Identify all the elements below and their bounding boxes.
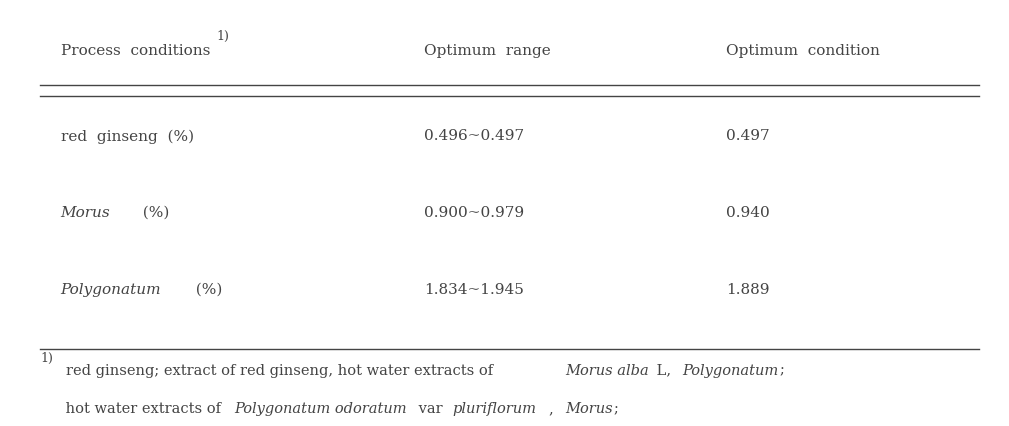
Text: L,: L, <box>652 364 676 377</box>
Text: Morus: Morus <box>61 206 110 220</box>
Text: Morus: Morus <box>565 402 612 416</box>
Text: 1.834~1.945: 1.834~1.945 <box>424 283 524 296</box>
Text: pluriflorum: pluriflorum <box>452 402 536 416</box>
Text: 1.889: 1.889 <box>726 283 770 296</box>
Text: 0.497: 0.497 <box>726 130 770 143</box>
Text: red  ginseng  (%): red ginseng (%) <box>61 129 194 144</box>
Text: ,: , <box>549 402 558 416</box>
Text: Optimum  range: Optimum range <box>424 44 551 58</box>
Text: (%): (%) <box>186 283 222 296</box>
Text: Polygonatum: Polygonatum <box>682 364 778 377</box>
Text: var: var <box>414 402 447 416</box>
Text: ;: ; <box>613 402 619 416</box>
Text: red ginseng; extract of red ginseng, hot water extracts of: red ginseng; extract of red ginseng, hot… <box>66 364 497 377</box>
Text: Process  conditions: Process conditions <box>61 44 210 58</box>
Text: Optimum  condition: Optimum condition <box>726 44 881 58</box>
Text: 1): 1) <box>40 352 53 365</box>
Text: hot water extracts of: hot water extracts of <box>61 402 225 416</box>
Text: Polygonatum odoratum: Polygonatum odoratum <box>234 402 407 416</box>
Text: Polygonatum: Polygonatum <box>61 283 161 296</box>
Text: 0.940: 0.940 <box>726 206 770 220</box>
Text: (%): (%) <box>133 206 170 220</box>
Text: 0.900~0.979: 0.900~0.979 <box>424 206 524 220</box>
Text: 0.496~0.497: 0.496~0.497 <box>424 130 524 143</box>
Text: ;: ; <box>780 364 785 377</box>
Text: Morus alba: Morus alba <box>565 364 649 377</box>
Text: 1): 1) <box>217 30 230 43</box>
